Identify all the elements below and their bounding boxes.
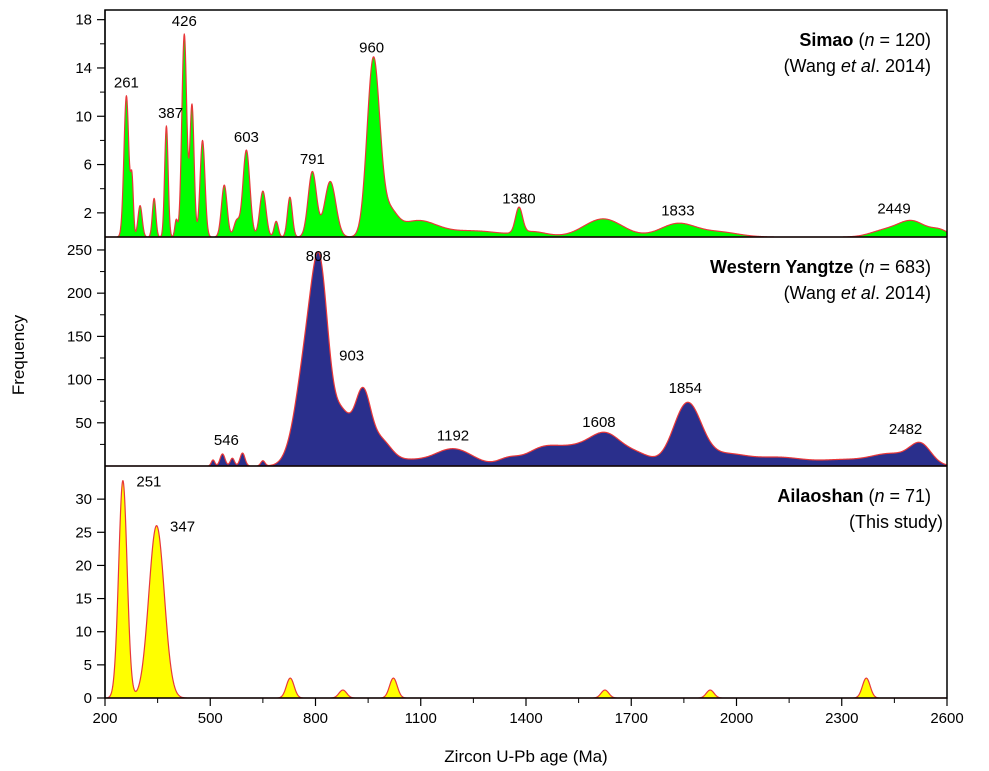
y-tick-label: 10 — [75, 108, 92, 125]
y-tick-label: 14 — [75, 60, 92, 77]
x-tick-label: 2300 — [825, 710, 858, 727]
reference-part: et al — [841, 283, 876, 303]
x-tick-label: 1400 — [509, 710, 542, 727]
y-tick-label: 6 — [84, 157, 92, 174]
panel-paren: ( — [863, 486, 874, 506]
reference-part: (Wang — [784, 283, 841, 303]
reference-part: (Wang — [784, 56, 841, 76]
panel-name: Simao — [799, 30, 853, 50]
x-tick-label: 2000 — [720, 710, 753, 727]
density-area — [104, 251, 948, 467]
x-tick-label: 2600 — [930, 710, 963, 727]
chart-panels: 2 6 10 14 18 261 387 426 603 791 960 1380 1833 2449 Si… — [67, 9, 964, 727]
y-tick-label: 200 — [67, 285, 92, 302]
panel-reference: (Wang et al. 2014) — [784, 56, 931, 76]
y-axis-title: Frequency — [9, 314, 28, 395]
panel-n-symbol: n — [864, 30, 874, 50]
peak-label: 347 — [170, 519, 195, 536]
y-tick-label: 20 — [75, 557, 92, 574]
x-tick-label: 200 — [92, 710, 117, 727]
x-tick-label: 1700 — [615, 710, 648, 727]
panel-title: Ailaoshan (n = 71) — [777, 486, 931, 506]
panel-n-value: = 120) — [874, 30, 931, 50]
y-tick-label: 25 — [75, 524, 92, 541]
peak-label: 2482 — [889, 421, 922, 438]
peak-label: 251 — [136, 474, 161, 491]
panel-name: Western Yangtze — [710, 257, 853, 277]
panel-n-symbol: n — [874, 486, 884, 506]
plot-frame — [104, 9, 948, 699]
y-tick-label: 5 — [84, 657, 92, 674]
peak-label: 1833 — [661, 203, 694, 220]
panel-n-value: = 683) — [874, 257, 931, 277]
peak-label: 2449 — [877, 200, 910, 217]
peak-label: 903 — [339, 347, 364, 364]
peak-label: 426 — [172, 13, 197, 30]
peak-label: 603 — [234, 129, 259, 146]
peak-label: 387 — [158, 105, 183, 122]
peak-label: 1608 — [582, 414, 615, 431]
peak-label: 808 — [306, 248, 331, 265]
panel-paren: ( — [853, 30, 864, 50]
panel-reference: (This study) — [849, 512, 943, 532]
y-tick-label: 0 — [84, 690, 92, 707]
x-tick-label: 800 — [303, 710, 328, 727]
x-tick-label: 500 — [198, 710, 223, 727]
y-tick-label: 10 — [75, 624, 92, 641]
peak-label: 1854 — [669, 380, 702, 397]
x-axis-title: Zircon U-Pb age (Ma) — [444, 747, 607, 766]
panel-n-symbol: n — [864, 257, 874, 277]
panel-reference: (Wang et al. 2014) — [784, 283, 931, 303]
reference-part: (This study) — [849, 512, 943, 532]
y-tick-label: 100 — [67, 372, 92, 389]
density-area — [104, 479, 948, 699]
reference-part: et al — [841, 56, 876, 76]
panel-western-yangtze: 50 100 150 200 250 546 808 903 1192 1608 1854 2482 W… — [67, 237, 948, 467]
x-tick-label: 1100 — [405, 710, 437, 727]
panel-ailaoshan: 0 5 10 15 20 25 30 251 347 Ailaoshan (n = 71) (Thi… — [75, 466, 948, 707]
peak-label: 1380 — [502, 191, 535, 208]
panel-title: Western Yangtze (n = 683) — [710, 257, 931, 277]
panel-title: Simao (n = 120) — [799, 30, 931, 50]
panel-name: Ailaoshan — [777, 486, 863, 506]
panel-n-value: = 71) — [884, 486, 931, 506]
reference-part: . 2014) — [875, 283, 931, 303]
y-tick-label: 2 — [84, 205, 92, 222]
y-tick-label: 18 — [75, 12, 92, 29]
y-tick-label: 150 — [67, 328, 92, 345]
panel-paren: ( — [853, 257, 864, 277]
reference-part: . 2014) — [875, 56, 931, 76]
y-tick-label: 250 — [67, 242, 92, 259]
peak-label: 960 — [359, 40, 384, 57]
y-tick-label: 50 — [75, 415, 92, 432]
y-tick-label: 15 — [75, 591, 92, 608]
y-tick-label: 30 — [75, 491, 92, 508]
panel-simao: 2 6 10 14 18 261 387 426 603 791 960 1380 1833 2449 Si… — [75, 10, 948, 238]
peak-label: 1192 — [437, 428, 469, 445]
peak-label: 546 — [214, 432, 239, 449]
peak-label: 261 — [114, 75, 139, 92]
peak-label: 791 — [300, 151, 325, 168]
